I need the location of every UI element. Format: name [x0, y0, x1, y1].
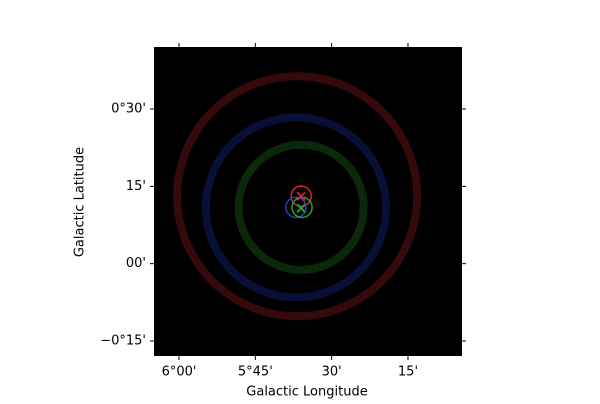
x-tick-label: 6°00' — [162, 365, 197, 380]
y-tick-label: 0°30' — [111, 102, 146, 117]
cross-marker — [296, 203, 306, 213]
ring — [173, 72, 422, 321]
y-tick-label: 15' — [126, 179, 146, 194]
x-tick-label: 15' — [398, 365, 418, 380]
cross-marker — [296, 191, 306, 201]
ring — [201, 113, 390, 302]
image-frame — [154, 47, 462, 356]
x-tick-label: 5°45' — [238, 365, 273, 380]
y-tick-label: −0°15' — [100, 333, 146, 348]
ring — [234, 140, 368, 274]
source-circle — [285, 196, 307, 219]
source-circle — [290, 185, 312, 208]
x-tick-label: 30' — [322, 365, 342, 380]
x-axis-label: Galactic Longitude — [246, 385, 367, 400]
y-axis-label: Galactic Latitude — [73, 147, 88, 257]
y-tick-label: 00' — [126, 256, 146, 271]
